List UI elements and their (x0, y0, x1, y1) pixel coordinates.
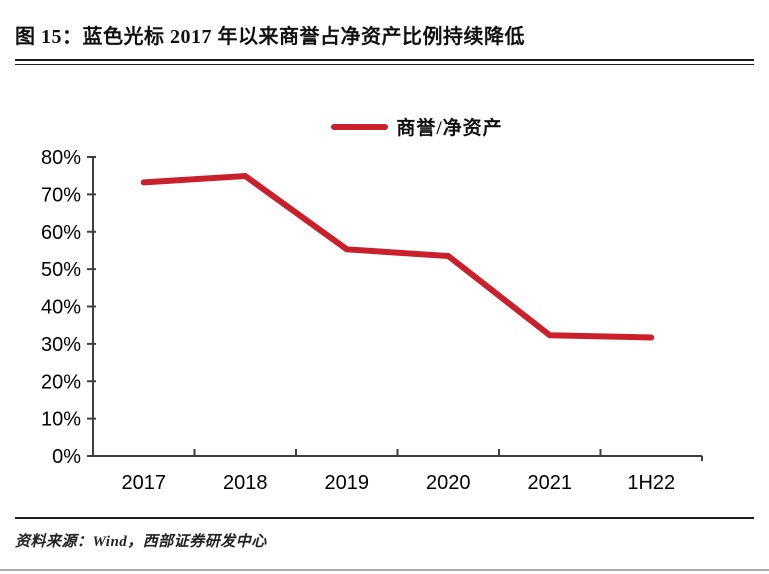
title-divider (15, 59, 754, 65)
y-tick-label: 10% (41, 409, 81, 431)
legend-label: 商誉/净资产 (396, 118, 503, 139)
x-tick-label: 2017 (122, 472, 167, 494)
y-tick-label: 50% (41, 259, 81, 281)
chart-legend: 商誉/净资产 (0, 113, 769, 140)
x-tick-label: 2021 (528, 472, 573, 494)
series-line (140, 172, 655, 341)
y-tick-label: 70% (41, 184, 81, 206)
line-chart: 0% 10% 20% 30% 40% 50% 60% 70% 80% 2017 2018 2019 20… (41, 147, 703, 494)
y-tick-label: 80% (41, 147, 81, 169)
x-tick-label: 2020 (426, 472, 471, 494)
legend-line-swatch (331, 123, 389, 130)
source-divider-bottom (0, 569, 769, 571)
y-tick-label: 40% (41, 297, 81, 319)
x-tick-label: 2019 (325, 472, 370, 494)
chart-area: 商誉/净资产 0% 10% 20% 30% 40% 50% 60% 70% 80% 2017 201… (0, 65, 769, 500)
y-tick-label: 60% (41, 222, 81, 244)
y-tick-label: 30% (41, 334, 81, 356)
source-text: 资料来源：Wind，西部证券研发中心 (15, 534, 267, 550)
source-divider-top (15, 517, 754, 519)
y-tick-label: 0% (52, 446, 81, 468)
y-tick-label: 20% (41, 371, 81, 393)
figure-title: 图 15：蓝色光标 2017 年以来商誉占净资产比例持续降低 (15, 26, 525, 48)
x-tick-label: 2018 (223, 472, 268, 494)
x-tick-label: 1H22 (627, 472, 675, 494)
